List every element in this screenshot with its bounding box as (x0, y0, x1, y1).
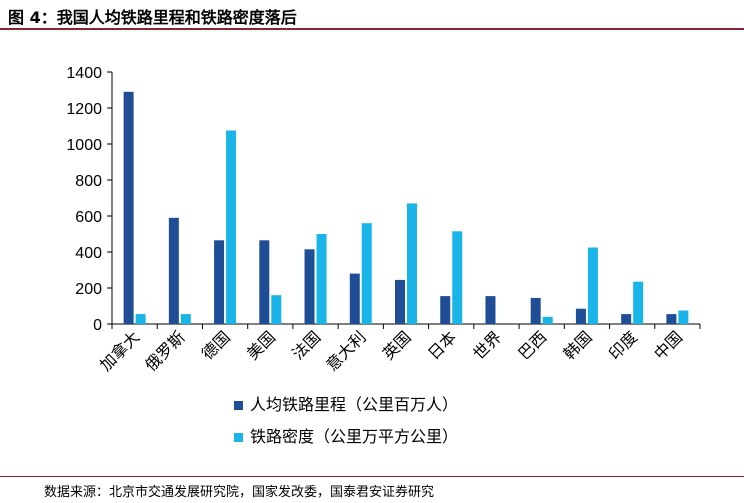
x-tick-label: 英国 (379, 327, 415, 363)
source-rule (0, 476, 744, 477)
x-tick-label: 韩国 (560, 327, 596, 363)
bar-per-capita (168, 217, 179, 324)
bars (123, 91, 689, 324)
bar-density (587, 247, 598, 324)
x-tick-label: 法国 (288, 327, 324, 363)
bar-per-capita (304, 249, 315, 324)
bar-density (180, 314, 191, 324)
legend-swatch (234, 433, 243, 442)
y-tick-label: 200 (75, 281, 102, 298)
x-tick-label: 意大利 (322, 327, 369, 374)
y-tick-label: 800 (75, 173, 102, 190)
bar-density (135, 314, 146, 324)
bar-density (226, 130, 237, 324)
bar-per-capita (349, 273, 360, 324)
y-tick-label: 1400 (66, 65, 102, 82)
x-tick-label: 德国 (198, 327, 234, 363)
source-note: 数据来源：北京市交通发展研究院，国家发改委，国泰君安证券研究 (44, 485, 435, 500)
bar-per-capita (621, 314, 632, 324)
bar-density (271, 295, 282, 324)
legend-swatch (234, 401, 243, 410)
bar-density (452, 231, 463, 324)
bar-per-capita (395, 279, 405, 324)
title-rule (0, 28, 744, 30)
legend-label: 人均铁路里程（公里百万人） (250, 395, 458, 414)
x-tick-label: 日本 (424, 327, 460, 363)
bar-per-capita (485, 296, 496, 324)
bar-per-capita (123, 91, 134, 324)
x-tick-label: 加拿大 (96, 327, 143, 374)
bar-per-capita (440, 296, 451, 324)
y-tick-label: 0 (93, 317, 102, 334)
bar-per-capita (214, 240, 225, 324)
bar-per-capita (530, 297, 541, 324)
legend-label: 铁路密度（公里万平方公里） (250, 427, 458, 446)
bar-density (361, 223, 372, 324)
bar-per-capita (575, 308, 586, 324)
bar-per-capita (259, 240, 270, 324)
bar-per-capita (666, 314, 677, 324)
y-tick-label: 1200 (66, 101, 102, 118)
x-tick-label: 中国 (650, 327, 686, 363)
x-tick-label: 世界 (469, 327, 505, 363)
y-tick-label: 400 (75, 245, 102, 262)
bar-density (316, 234, 327, 324)
legend: 人均铁路里程（公里百万人） 铁路密度（公里万平方公里） (234, 395, 458, 446)
y-axis: 0 200 400 600 800 1000 1200 1400 (66, 65, 113, 334)
y-tick-label: 1000 (66, 137, 102, 154)
x-tick-label: 印度 (605, 327, 641, 363)
x-tick-label: 美国 (243, 327, 279, 363)
x-tick-label: 俄罗斯 (141, 327, 188, 374)
bar-density (633, 281, 644, 324)
figure-title: 图 4：我国人均铁路里程和铁路密度落后 (8, 8, 297, 27)
bar-density (678, 310, 689, 324)
bar-density (542, 316, 553, 324)
x-tick-label: 巴西 (514, 327, 550, 363)
y-tick-label: 600 (75, 209, 102, 226)
bar-density (407, 203, 417, 324)
